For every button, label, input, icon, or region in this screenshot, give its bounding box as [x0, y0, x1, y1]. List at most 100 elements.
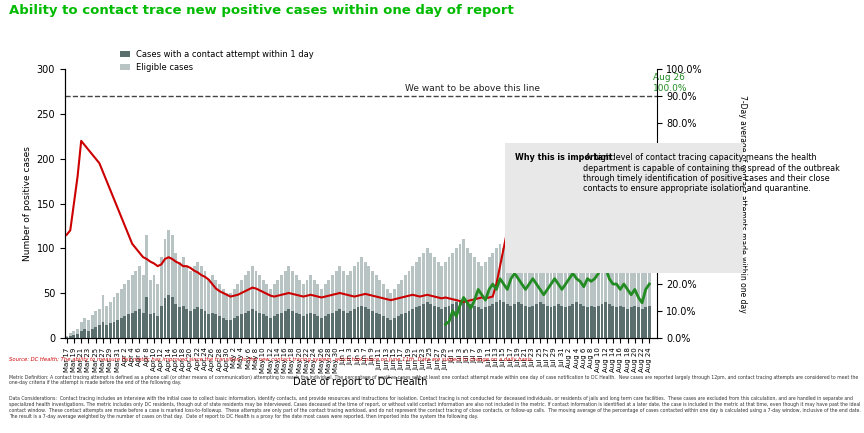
Bar: [247, 271, 251, 338]
Bar: [214, 280, 218, 338]
Bar: [575, 302, 578, 338]
Bar: [288, 309, 290, 338]
Bar: [448, 257, 450, 338]
Bar: [229, 293, 232, 338]
Bar: [382, 284, 385, 338]
Bar: [429, 304, 432, 338]
Bar: [546, 257, 549, 338]
Bar: [204, 311, 206, 338]
Bar: [480, 309, 483, 338]
Bar: [226, 293, 228, 338]
Bar: [342, 271, 345, 338]
Bar: [495, 248, 498, 338]
Bar: [116, 293, 119, 338]
Bar: [543, 304, 545, 338]
Bar: [433, 306, 436, 338]
Bar: [400, 280, 403, 338]
Bar: [181, 257, 185, 338]
Legend: Cases with a contact attempt within 1 day, Eligible cases: Cases with a contact attempt within 1 da…: [117, 47, 317, 75]
Bar: [378, 314, 381, 338]
Bar: [364, 307, 366, 338]
Bar: [163, 239, 167, 338]
Bar: [135, 271, 137, 338]
Bar: [331, 275, 334, 338]
Bar: [167, 295, 170, 338]
Bar: [535, 304, 538, 338]
Bar: [360, 257, 363, 338]
Bar: [586, 307, 589, 338]
Bar: [204, 271, 206, 338]
Bar: [251, 309, 254, 338]
Bar: [517, 248, 520, 338]
Bar: [244, 313, 246, 338]
Bar: [645, 307, 647, 338]
Bar: [466, 302, 468, 338]
Bar: [240, 280, 243, 338]
Bar: [469, 253, 473, 338]
Bar: [193, 309, 195, 338]
Bar: [543, 253, 545, 338]
Bar: [397, 316, 399, 338]
Bar: [189, 271, 192, 338]
Bar: [124, 284, 126, 338]
Bar: [327, 280, 330, 338]
Bar: [575, 248, 578, 338]
Bar: [495, 302, 498, 338]
Bar: [102, 295, 105, 338]
Bar: [138, 266, 141, 338]
Bar: [484, 262, 487, 338]
Bar: [232, 288, 236, 338]
Bar: [400, 314, 403, 338]
Bar: [316, 284, 320, 338]
Bar: [600, 304, 603, 338]
Bar: [637, 262, 640, 338]
Bar: [127, 314, 130, 338]
Bar: [258, 313, 261, 338]
Text: A high level of contact tracing capacity means the health department is capable : A high level of contact tracing capacity…: [583, 153, 840, 194]
Bar: [436, 307, 440, 338]
Bar: [626, 266, 629, 338]
Bar: [273, 284, 276, 338]
Bar: [298, 280, 302, 338]
Bar: [135, 311, 137, 338]
Bar: [600, 253, 603, 338]
Bar: [422, 304, 425, 338]
Bar: [306, 314, 308, 338]
Bar: [375, 275, 378, 338]
Bar: [510, 257, 512, 338]
Bar: [390, 320, 392, 338]
Bar: [622, 307, 626, 338]
Bar: [94, 327, 98, 338]
Bar: [582, 306, 585, 338]
Bar: [367, 266, 371, 338]
Bar: [186, 266, 188, 338]
Bar: [200, 309, 203, 338]
Bar: [130, 313, 134, 338]
Bar: [550, 307, 552, 338]
Bar: [364, 262, 366, 338]
Bar: [102, 322, 105, 338]
Bar: [327, 314, 330, 338]
Bar: [295, 313, 297, 338]
Bar: [349, 311, 353, 338]
Bar: [422, 253, 425, 338]
Bar: [91, 315, 93, 338]
Bar: [444, 262, 447, 338]
Bar: [492, 253, 494, 338]
Bar: [171, 235, 174, 338]
Bar: [353, 309, 356, 338]
Bar: [262, 280, 264, 338]
Bar: [222, 288, 225, 338]
Bar: [186, 309, 188, 338]
Bar: [426, 302, 429, 338]
Bar: [604, 248, 607, 338]
Bar: [214, 314, 218, 338]
Bar: [339, 309, 341, 338]
Bar: [375, 313, 378, 338]
Bar: [120, 318, 123, 338]
Text: Aug 26
100.0%: Aug 26 100.0%: [653, 73, 688, 93]
Bar: [280, 313, 283, 338]
Bar: [288, 266, 290, 338]
Bar: [484, 307, 487, 338]
Bar: [178, 307, 181, 338]
